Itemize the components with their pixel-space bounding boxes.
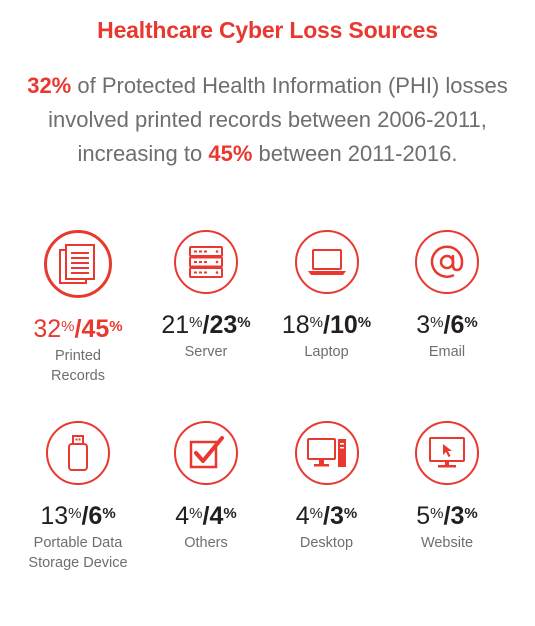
stat-desktop: 4%/3% (295, 502, 358, 530)
stat-laptop: 18%/10% (281, 311, 372, 339)
laptop-icon (294, 230, 359, 294)
item-email: 3%/6% Email (389, 230, 505, 386)
label-laptop: Laptop (304, 344, 349, 360)
desktop-icon (294, 421, 359, 485)
label-portable-storage: Portable Data Storage Device (28, 535, 128, 571)
stat-printed-records: 32%/45% (33, 315, 123, 343)
stat-portable-storage: 13%/6% (40, 502, 116, 530)
website-icon (415, 421, 479, 485)
intro-line-1: 32% of Protected Health Information (PHI… (27, 73, 508, 98)
page-title: Healthcare Cyber Loss Sources (97, 17, 438, 43)
item-desktop: 4%/3% Desktop (264, 421, 389, 573)
grid-row-1: 32%/45% Printed Records 21%/23% Server (0, 230, 535, 386)
item-printed-records: 32%/45% Printed Records (8, 230, 148, 386)
intro-highlight-32: 32% (27, 73, 72, 98)
label-server: Server (184, 344, 228, 360)
label-email: Email (428, 344, 466, 360)
stat-email: 3%/6% (416, 311, 478, 339)
stat-others: 4%/4% (175, 502, 237, 530)
label-others: Others (184, 535, 228, 551)
intro-line-3: increasing to 45% between 2011-2016. (77, 141, 458, 166)
label-desktop: Desktop (299, 535, 354, 551)
item-server: 21%/23% Server (148, 230, 264, 386)
item-portable-storage: 13%/6% Portable Data Storage Device (8, 421, 148, 573)
grid-row-2: 13%/6% Portable Data Storage Device 4%/4… (0, 421, 535, 573)
item-website: 5%/3% Website (389, 421, 505, 573)
email-icon (415, 230, 479, 294)
stat-website: 5%/3% (416, 502, 478, 530)
server-icon (174, 230, 238, 294)
usb-drive-icon (46, 421, 110, 485)
intro-line-2: involved printed records between 2006-20… (48, 107, 487, 132)
printed-records-icon (44, 230, 112, 298)
loss-source-grid: 32%/45% Printed Records 21%/23% Server (0, 230, 535, 573)
stat-server: 21%/23% (161, 311, 251, 339)
label-website: Website (420, 535, 474, 551)
label-printed-records: Printed Records (51, 348, 105, 384)
item-others: 4%/4% Others (148, 421, 264, 573)
item-laptop: 18%/10% Laptop (264, 230, 389, 386)
intro-highlight-45: 45% (208, 141, 253, 166)
intro-text: 32% of Protected Health Information (PHI… (0, 69, 535, 171)
checkbox-icon (174, 421, 238, 485)
